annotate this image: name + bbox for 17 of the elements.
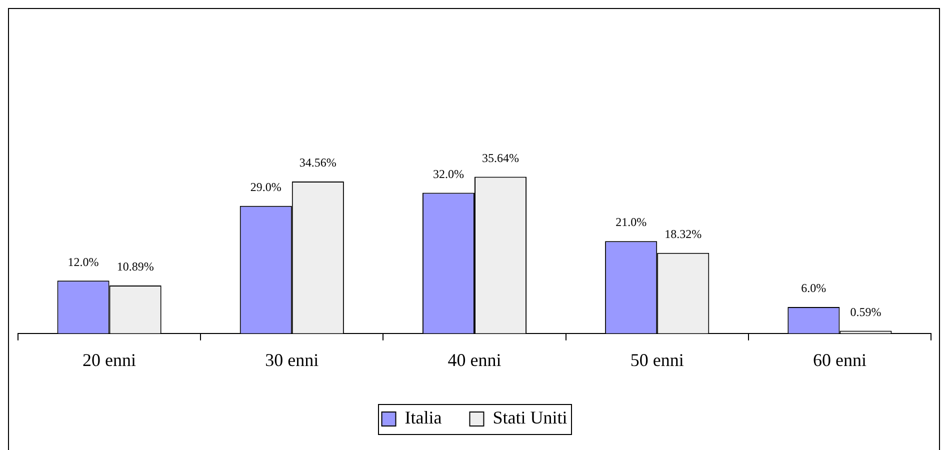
x-tick-label: 30 enni xyxy=(265,350,319,370)
data-label: 21.0% xyxy=(616,215,647,230)
data-label: 29.0% xyxy=(250,180,282,194)
data-label: 35.64% xyxy=(482,150,520,165)
data-label: 0.59% xyxy=(850,304,882,319)
data-label: 12.0% xyxy=(68,254,99,269)
x-tick-label: 50 enni xyxy=(630,350,684,370)
data-label: 34.56% xyxy=(299,156,336,170)
data-label: 10.89% xyxy=(116,260,154,274)
x-tick-label: 60 enni xyxy=(812,350,866,370)
data-label: 18.32% xyxy=(664,227,702,242)
data-label: 32.0% xyxy=(432,166,464,181)
legend-label: Italia xyxy=(404,408,442,428)
legend-label: Stati Uniti xyxy=(492,408,568,428)
data-label: 6.0% xyxy=(801,281,826,296)
x-tick-label: 20 enni xyxy=(82,350,136,370)
x-tick-label: 40 enni xyxy=(448,350,502,370)
